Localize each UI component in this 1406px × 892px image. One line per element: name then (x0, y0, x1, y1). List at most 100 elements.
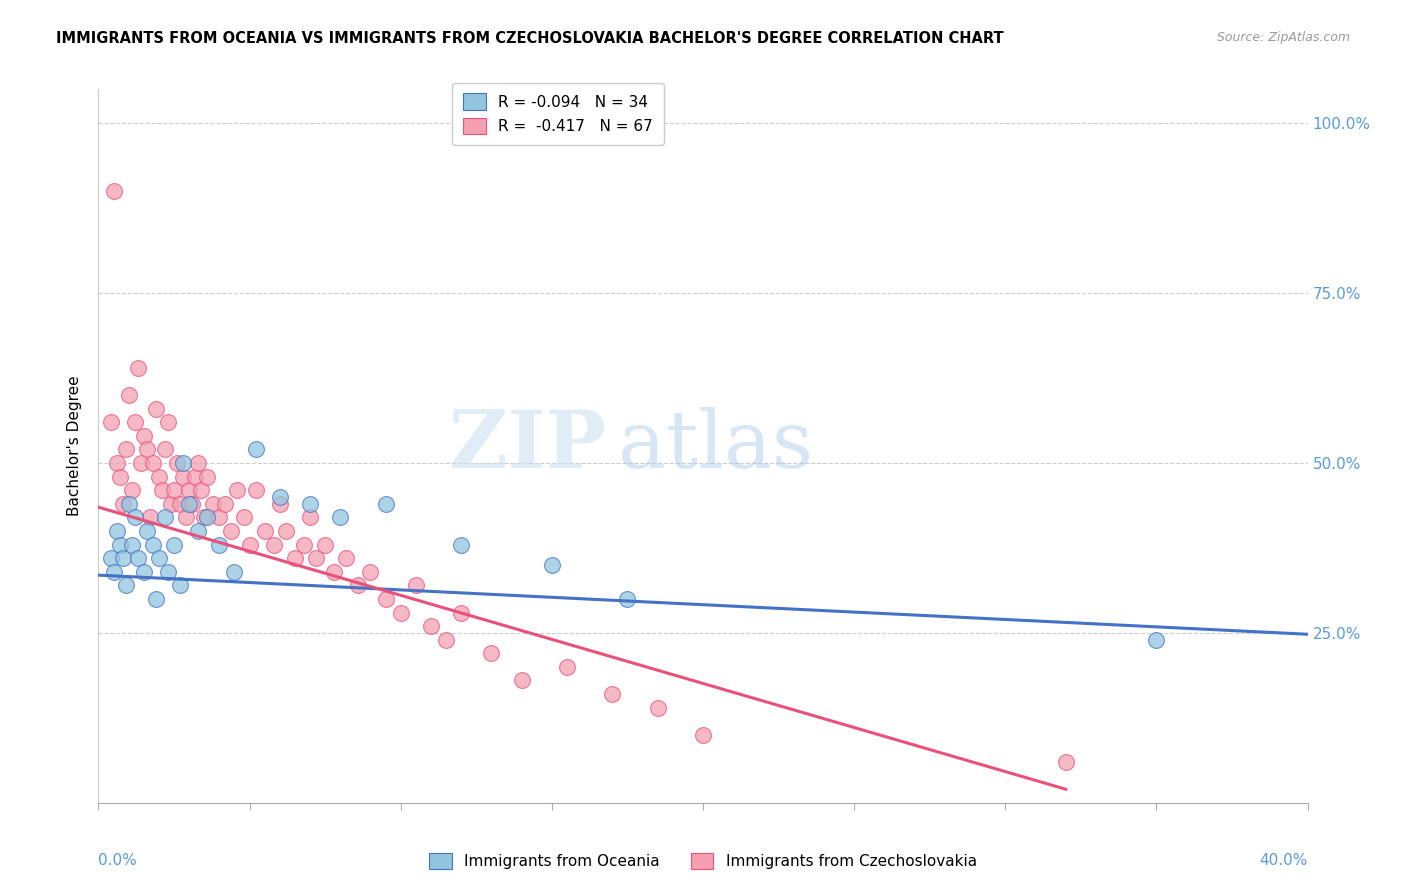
Point (187, 456, 209, 470)
Point (103, 184, 125, 198)
Point (121, 537, 143, 551)
Point (214, 497, 236, 511)
Point (555, 660, 578, 674)
Point (124, 415, 146, 429)
Point (132, 429, 155, 443)
Point (156, 415, 179, 429)
Point (142, 537, 165, 551)
Point (108, 537, 131, 551)
Y-axis label: Bachelor's Degree: Bachelor's Degree (67, 376, 83, 516)
Point (129, 456, 152, 470)
Point (329, 510, 352, 524)
Point (208, 510, 231, 524)
Point (127, 551, 149, 566)
Text: IMMIGRANTS FROM OCEANIA VS IMMIGRANTS FROM CZECHOSLOVAKIA BACHELOR'S DEGREE CORR: IMMIGRANTS FROM OCEANIA VS IMMIGRANTS FR… (56, 31, 1004, 46)
Point (179, 483, 201, 498)
Point (692, 728, 714, 742)
Point (347, 578, 370, 592)
Point (153, 510, 176, 524)
Legend: R = -0.094   N = 34, R =  -0.417   N = 67: R = -0.094 N = 34, R = -0.417 N = 67 (453, 83, 664, 145)
Point (160, 497, 183, 511)
Text: 0.0%: 0.0% (98, 853, 138, 868)
Point (163, 483, 186, 498)
Point (232, 510, 254, 524)
Point (245, 483, 267, 498)
Point (135, 442, 157, 457)
Point (208, 537, 231, 551)
Point (602, 687, 624, 701)
Point (226, 483, 249, 498)
Point (181, 497, 204, 511)
Point (145, 401, 167, 416)
Point (647, 700, 669, 714)
Point (184, 469, 207, 483)
Point (100, 415, 122, 429)
Point (108, 469, 131, 483)
Point (153, 442, 176, 457)
Point (103, 565, 125, 579)
Point (172, 456, 194, 470)
Point (105, 524, 128, 538)
Point (245, 442, 267, 457)
Point (299, 510, 322, 524)
Point (1144, 632, 1167, 647)
Legend: Immigrants from Oceania, Immigrants from Czechoslovakia: Immigrants from Oceania, Immigrants from… (423, 847, 983, 875)
Point (481, 646, 503, 660)
Point (221, 524, 243, 538)
Point (195, 469, 218, 483)
Point (114, 578, 136, 592)
Point (145, 591, 167, 606)
Point (374, 591, 396, 606)
Point (263, 537, 285, 551)
Point (450, 606, 472, 620)
Point (114, 442, 136, 457)
Point (135, 524, 157, 538)
Point (150, 483, 173, 498)
Point (172, 469, 194, 483)
Point (420, 619, 443, 633)
Point (360, 565, 382, 579)
Point (142, 456, 165, 470)
Point (305, 551, 328, 566)
Point (174, 510, 197, 524)
Point (124, 510, 146, 524)
Point (450, 537, 472, 551)
Point (269, 490, 291, 504)
Point (1054, 755, 1077, 769)
Point (389, 606, 412, 620)
Point (374, 497, 396, 511)
Point (190, 483, 212, 498)
Point (105, 456, 128, 470)
Point (100, 551, 122, 566)
Point (253, 524, 276, 538)
Text: ZIP: ZIP (450, 407, 606, 485)
Point (274, 524, 297, 538)
Point (616, 591, 638, 606)
Text: 40.0%: 40.0% (1260, 853, 1308, 868)
Point (510, 673, 533, 688)
Point (187, 524, 209, 538)
Point (179, 497, 201, 511)
Point (132, 565, 155, 579)
Point (284, 551, 307, 566)
Point (121, 483, 143, 498)
Point (148, 551, 170, 566)
Point (166, 456, 188, 470)
Point (323, 565, 346, 579)
Point (111, 551, 134, 566)
Point (118, 388, 141, 402)
Point (405, 578, 427, 592)
Point (314, 537, 336, 551)
Text: Source: ZipAtlas.com: Source: ZipAtlas.com (1216, 31, 1350, 45)
Point (202, 497, 225, 511)
Point (156, 565, 179, 579)
Point (540, 558, 562, 572)
Point (269, 497, 291, 511)
Point (118, 497, 141, 511)
Point (111, 497, 134, 511)
Text: atlas: atlas (619, 407, 814, 485)
Point (127, 360, 149, 375)
Point (299, 497, 322, 511)
Point (292, 537, 315, 551)
Point (195, 510, 218, 524)
